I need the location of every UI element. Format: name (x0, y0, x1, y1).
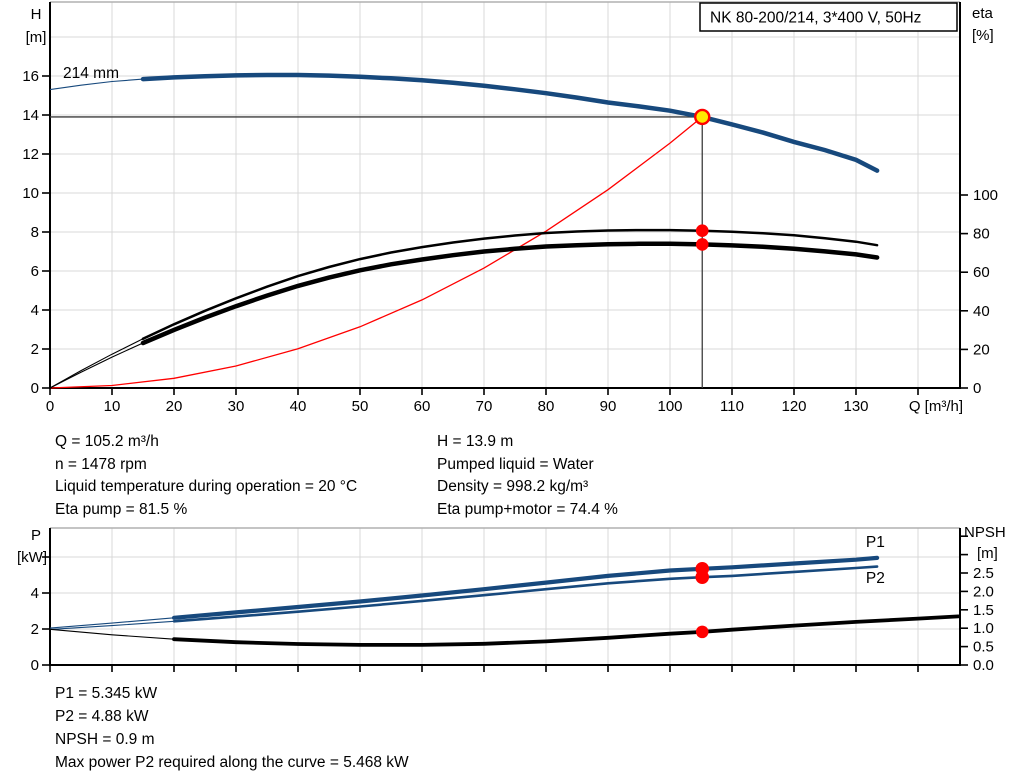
left-axis-title: H (31, 6, 42, 23)
right-tick-label: 2.5 (973, 565, 994, 582)
extrapolated-eta-pump-curve (49, 338, 144, 389)
pump-head-curve[interactable] (140, 72, 880, 173)
right-tick-label: 1.5 (973, 602, 994, 619)
extrapolated-p1-curve (49, 617, 175, 629)
p1-value-text: P1 = 5.345 kW (55, 685, 158, 702)
x-tick-label: 130 (843, 398, 868, 415)
p2-curve-label: P2 (866, 570, 885, 587)
eta-pump-motor-text: Eta pump+motor = 74.4 % (437, 500, 618, 518)
pump-name-text: NK 80-200/214, 3*400 V, 50Hz (710, 10, 921, 27)
left-axis-title: [kW] (17, 549, 47, 566)
extrapolated-eta-pump-motor-curve (49, 342, 144, 389)
extrapolated-npsh-curve (49, 628, 175, 640)
x-tick-label: 20 (166, 398, 183, 415)
p1-curve[interactable] (171, 555, 880, 620)
duty-point-marker[interactable] (694, 108, 711, 126)
left-tick-label: 2 (31, 621, 39, 638)
liquid-temp-text: Liquid temperature during operation = 20… (55, 478, 358, 495)
left-tick-label: 10 (22, 185, 39, 202)
npsh-value-text: NPSH = 0.9 m (55, 731, 155, 748)
eta-pump-motor-curve[interactable] (140, 241, 880, 346)
left-tick-label: 14 (22, 107, 39, 124)
x-tick-label: 40 (290, 398, 307, 415)
right-tick-label: 1.0 (973, 620, 994, 637)
left-tick-label: 12 (22, 146, 39, 163)
duty-flow-text: Q = 105.2 m³/h (55, 433, 159, 450)
max-power-text: Max power P2 required along the curve = … (55, 754, 409, 771)
power-npsh-chart[interactable]: 0 2 4 P [kW] 0.00.5 1.01.5 2.02.5 NPSH [m] P1 P2 (17, 524, 1006, 674)
x-tick-label: 90 (600, 398, 617, 415)
x-tick-label: 0 (46, 398, 54, 415)
left-axis-title: P (31, 527, 41, 544)
right-tick-label: 0.0 (973, 657, 994, 674)
right-tick-label: 80 (973, 226, 990, 243)
extrapolated-p2-curve (49, 620, 175, 630)
p2-point (695, 570, 710, 584)
left-axis-title: [m] (26, 29, 47, 46)
eta-pump-point (695, 224, 709, 238)
extrapolated-pump-head-curve (49, 78, 144, 91)
left-tick-label: 6 (31, 263, 39, 280)
x-tick-label: 110 (720, 398, 744, 415)
x-tick-label: 70 (476, 398, 493, 415)
right-tick-label: 0.5 (973, 639, 994, 656)
right-tick-label: 2.0 (973, 583, 994, 600)
x-tick-label: 30 (228, 398, 245, 415)
eta-pump-text: Eta pump = 81.5 % (55, 500, 188, 518)
pumped-liquid-text: Pumped liquid = Water (437, 455, 594, 473)
left-tick-label: 0 (31, 657, 39, 674)
p2-curve[interactable] (172, 565, 879, 623)
p2-value-text: P2 = 4.88 kW (55, 708, 149, 725)
density-text: Density = 998.2 kg/m³ (437, 478, 589, 495)
right-tick-label: 100 (973, 187, 998, 204)
npsh-curve[interactable] (172, 614, 961, 647)
duty-speed-text: n = 1478 rpm (55, 455, 147, 473)
eta-pump-motor-point (695, 238, 709, 251)
x-tick-label: 80 (538, 398, 555, 415)
left-tick-label: 4 (31, 302, 39, 319)
right-axis-title: eta (972, 5, 994, 22)
x-tick-label: 10 (104, 398, 121, 415)
right-axis-title: [%] (972, 27, 994, 44)
x-axis-title: Q [m³/h] (909, 398, 963, 415)
duty-info-left: Q = 105.2 m³/h n = 1478 rpm Liquid tempe… (55, 431, 357, 521)
system-curve[interactable] (49, 116, 703, 389)
right-tick-label: 60 (973, 264, 990, 281)
duty-head-text: H = 13.9 m (437, 433, 514, 450)
right-tick-label: 20 (973, 341, 990, 358)
right-tick-label: 40 (973, 303, 990, 320)
x-tick-label: 50 (352, 398, 369, 415)
left-tick-label: 16 (22, 68, 39, 85)
head-capacity-chart[interactable]: 0 10 20 30 40 50 60 70 80 90 100 110 120 130 Q [m³/h]0… (22, 1, 998, 415)
left-tick-label: 4 (31, 585, 39, 602)
npsh-point (695, 625, 709, 639)
impeller-diameter-label: 214 mm (63, 65, 119, 82)
p1-curve-label: P1 (866, 534, 885, 551)
left-tick-label: 0 (31, 380, 39, 397)
x-tick-label: 120 (781, 398, 806, 415)
eta-pump-curve[interactable] (141, 228, 879, 341)
left-tick-label: 8 (31, 224, 39, 241)
x-tick-label: 60 (414, 398, 431, 415)
right-axis-title: [m] (977, 545, 998, 562)
right-axis-title: NPSH (964, 524, 1006, 541)
duty-info-right: H = 13.9 m Pumped liquid = Water Density… (437, 431, 618, 521)
x-tick-label: 100 (657, 398, 682, 415)
power-info: P1 = 5.345 kW P2 = 4.88 kW NPSH = 0.9 m … (55, 682, 409, 774)
pump-name-box (699, 2, 958, 32)
left-tick-label: 2 (31, 341, 39, 358)
right-tick-label: 0 (973, 380, 981, 397)
